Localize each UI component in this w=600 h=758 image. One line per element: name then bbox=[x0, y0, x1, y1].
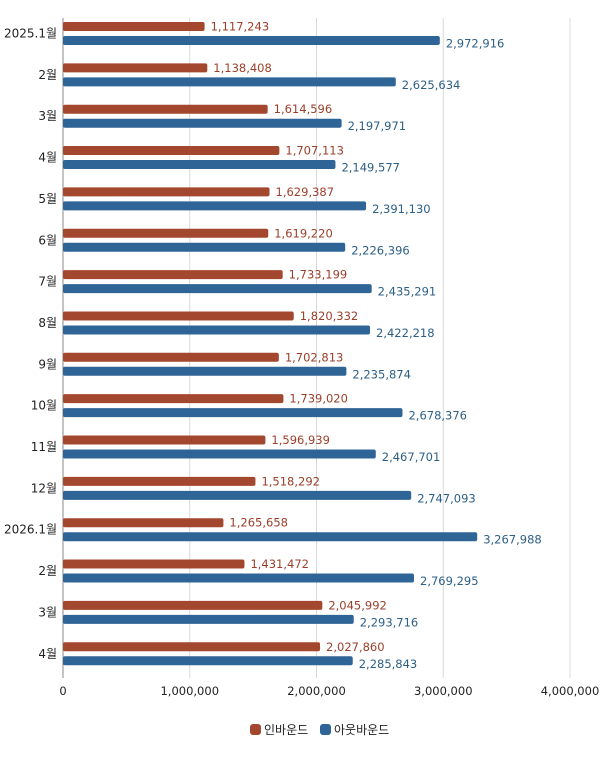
bar-outbound bbox=[63, 614, 354, 624]
data-label-inbound: 1,739,020 bbox=[289, 392, 348, 406]
category-label: 3월 bbox=[38, 109, 57, 123]
category-label: 4월 bbox=[38, 647, 57, 661]
data-label-outbound: 2,293,716 bbox=[360, 615, 419, 629]
bar-outbound bbox=[63, 284, 372, 294]
data-label-outbound: 2,625,634 bbox=[402, 78, 461, 92]
bar-outbound bbox=[63, 408, 403, 418]
category-label: 11월 bbox=[31, 440, 57, 454]
bar-inbound bbox=[63, 642, 321, 652]
bar-inbound bbox=[63, 146, 280, 156]
bar-outbound bbox=[63, 118, 342, 128]
legend-label: 인바운드 bbox=[264, 723, 308, 737]
data-label-outbound: 2,769,295 bbox=[420, 574, 479, 588]
data-label-outbound: 2,422,218 bbox=[376, 326, 435, 340]
legend-label: 아웃바운드 bbox=[334, 723, 389, 737]
data-label-inbound: 1,820,332 bbox=[300, 309, 359, 323]
data-label-outbound: 3,267,988 bbox=[483, 533, 542, 547]
bar-inbound bbox=[63, 394, 284, 404]
x-tick-label: 1,000,000 bbox=[160, 684, 219, 698]
labels-layer: 2025.1월 1,117,243 2,972,916 2월 1,138,408 2,62… bbox=[4, 20, 542, 671]
bar-outbound bbox=[63, 532, 478, 542]
bar-inbound bbox=[63, 63, 208, 73]
data-label-outbound: 2,747,093 bbox=[417, 491, 476, 505]
data-label-inbound: 1,596,939 bbox=[271, 433, 330, 447]
data-label-inbound: 1,629,387 bbox=[276, 185, 335, 199]
bar-inbound bbox=[63, 435, 266, 445]
category-label: 3월 bbox=[38, 605, 57, 619]
data-label-outbound: 2,467,701 bbox=[382, 450, 441, 464]
data-label-outbound: 2,149,577 bbox=[341, 161, 400, 175]
bar-outbound bbox=[63, 325, 371, 335]
category-label: 4월 bbox=[38, 151, 57, 165]
data-label-outbound: 2,972,916 bbox=[446, 37, 505, 51]
x-tick-label: 0 bbox=[59, 684, 66, 698]
x-tick-label: 2,000,000 bbox=[287, 684, 346, 698]
data-label-inbound: 1,138,408 bbox=[213, 61, 272, 75]
data-label-inbound: 2,027,860 bbox=[326, 640, 385, 654]
bar-inbound bbox=[63, 352, 279, 362]
bar-outbound bbox=[63, 366, 347, 376]
category-label: 6월 bbox=[38, 233, 57, 247]
bar-outbound bbox=[63, 242, 346, 252]
data-label-inbound: 1,614,596 bbox=[274, 102, 333, 116]
legend-swatch bbox=[250, 724, 261, 735]
x-axis: 0 1,000,000 2,000,000 3,000,000 4,000,000 bbox=[59, 684, 599, 698]
data-label-inbound: 1,117,243 bbox=[211, 20, 270, 34]
data-label-inbound: 1,619,220 bbox=[274, 226, 333, 240]
legend-swatch bbox=[320, 724, 331, 735]
bar-outbound bbox=[63, 656, 353, 666]
x-tick-label: 4,000,000 bbox=[541, 684, 600, 698]
bar-outbound bbox=[63, 449, 376, 459]
category-label: 8월 bbox=[38, 316, 57, 330]
data-label-inbound: 1,431,472 bbox=[250, 557, 309, 571]
data-label-inbound: 1,707,113 bbox=[285, 144, 344, 158]
category-label: 9월 bbox=[38, 357, 57, 371]
bar-inbound bbox=[63, 600, 323, 610]
bars-layer bbox=[63, 22, 478, 666]
bar-inbound bbox=[63, 22, 205, 31]
data-label-inbound: 1,702,813 bbox=[285, 350, 344, 364]
bar-outbound bbox=[63, 573, 415, 583]
bar-inbound bbox=[63, 518, 224, 528]
data-label-outbound: 2,226,396 bbox=[351, 243, 410, 257]
bar-outbound bbox=[63, 36, 440, 45]
data-label-outbound: 2,391,130 bbox=[372, 202, 431, 216]
legend: 인바운드 아웃바운드 bbox=[250, 723, 389, 737]
bar-inbound bbox=[63, 270, 283, 280]
data-label-inbound: 1,518,292 bbox=[261, 474, 320, 488]
bar-inbound bbox=[63, 311, 294, 321]
bar-outbound bbox=[63, 201, 367, 211]
category-label: 10월 bbox=[31, 399, 57, 413]
data-label-outbound: 2,435,291 bbox=[378, 285, 437, 299]
data-label-outbound: 2,678,376 bbox=[408, 409, 467, 423]
category-label: 2026.1월 bbox=[4, 523, 57, 537]
data-label-outbound: 2,235,874 bbox=[352, 367, 411, 381]
data-label-outbound: 2,197,971 bbox=[348, 119, 407, 133]
bar-inbound bbox=[63, 559, 245, 569]
bar-outbound bbox=[63, 490, 412, 500]
x-tick-label: 3,000,000 bbox=[414, 684, 473, 698]
bar-inbound bbox=[63, 476, 256, 486]
category-label: 5월 bbox=[38, 192, 57, 206]
category-label: 7월 bbox=[38, 275, 57, 289]
bar-outbound bbox=[63, 160, 336, 170]
data-label-outbound: 2,285,843 bbox=[359, 657, 418, 671]
data-label-inbound: 1,733,199 bbox=[289, 268, 348, 282]
category-label: 12월 bbox=[31, 481, 57, 495]
category-label: 2월 bbox=[38, 564, 57, 578]
category-label: 2025.1월 bbox=[4, 27, 57, 41]
bar-inbound bbox=[63, 228, 269, 238]
data-label-inbound: 1,265,658 bbox=[229, 516, 288, 530]
bar-inbound bbox=[63, 187, 270, 197]
category-label: 2월 bbox=[38, 68, 57, 82]
bar-inbound bbox=[63, 104, 268, 114]
data-label-inbound: 2,045,992 bbox=[328, 598, 387, 612]
bar-outbound bbox=[63, 77, 396, 87]
